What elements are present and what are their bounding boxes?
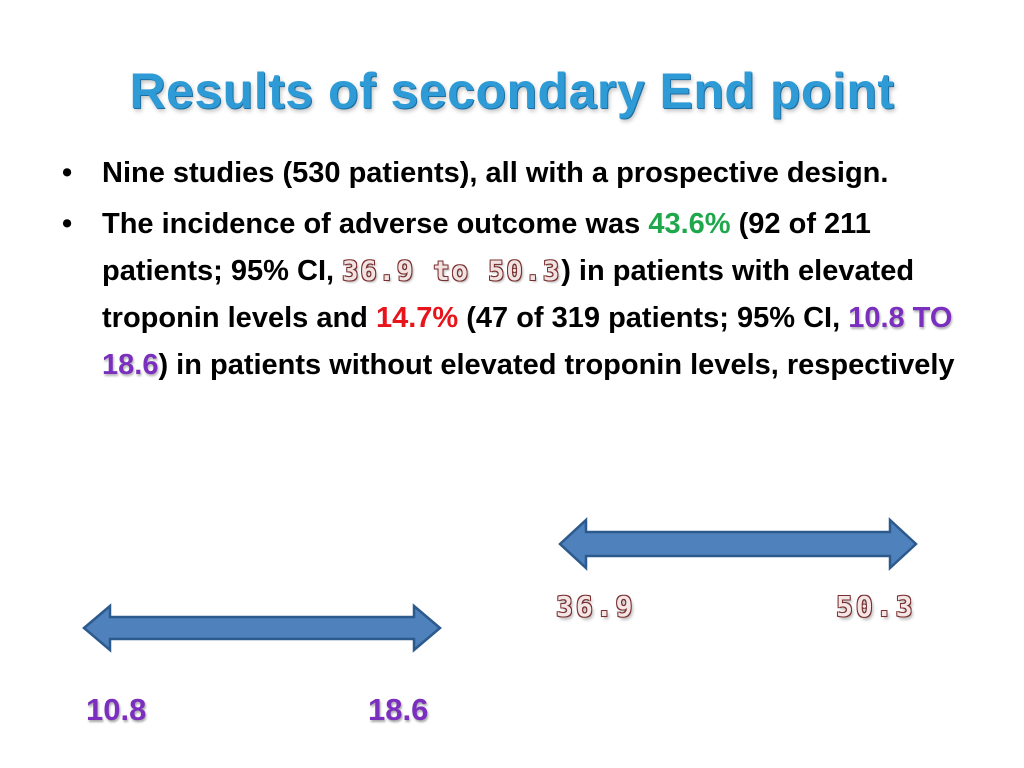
range-high-elevated: 50.3 [836,590,916,623]
percent-not-elevated: 14.7% [375,302,459,334]
bullet-text: The incidence of adverse outcome was [102,208,649,240]
slide-body: • Nine studies (530 patients), all with … [58,150,988,393]
bullet-icon: • [62,157,73,189]
bullet-text: ) in patients with elevated troponin lev… [102,255,915,334]
ci-elevated: 36.9 to 50.3 [342,256,562,287]
bullet-text: (92 of 211 patients; 95% CI, [102,208,871,287]
range-low-not-elevated: 10.8 [86,692,147,727]
bullet-text: Nine studies (530 patients), all with a … [102,157,889,189]
range-arrow-elevated-icon [558,517,918,571]
ci-not-elevated: 10.8 TO 18.6 [102,302,953,381]
bullet-item: • Nine studies (530 patients), all with … [58,150,988,197]
range-low-elevated: 36.9 [556,590,636,623]
range-arrow-not-elevated-icon [82,603,442,653]
bullet-item: • The incidence of adverse outcome was 4… [58,201,988,389]
bullet-text: (47 of 319 patients; 95% CI, [458,302,849,334]
range-high-not-elevated: 18.6 [368,692,429,727]
bullet-icon: • [62,208,73,240]
percent-elevated: 43.6% [648,208,731,240]
slide-title: Results of secondary End point [129,63,895,119]
bullet-text: ) in patients without elevated troponin … [158,349,955,381]
